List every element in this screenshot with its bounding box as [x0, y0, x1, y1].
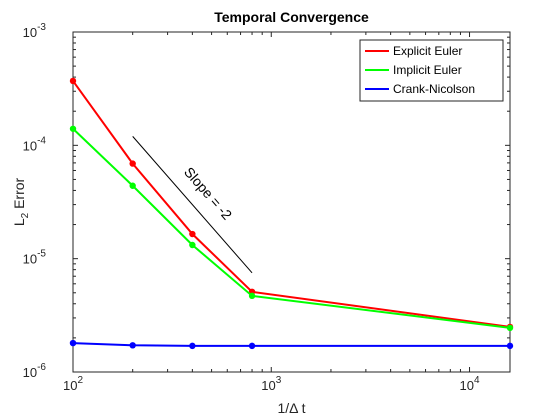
y-tick-label: 10-5 [23, 249, 47, 267]
chart-title: Temporal Convergence [214, 9, 369, 25]
x-tick-label: 103 [261, 375, 281, 393]
axis-ticks: 102 103 104 10-6 10-5 10-4 10-3 [23, 22, 510, 393]
y-tick-label: 10-3 [23, 22, 47, 40]
legend-label: Implicit Euler [393, 63, 462, 77]
y-axis-label: L2 Error [11, 177, 31, 226]
x-tick-label: 104 [460, 375, 480, 393]
y-axis-label-sub: 2 [20, 212, 31, 218]
data-point [189, 342, 196, 350]
data-point [248, 292, 256, 300]
legend-label: Crank-Nicolson [393, 82, 475, 96]
y-tick-label: 10-4 [23, 135, 47, 153]
x-axis-label: 1/Δ t [277, 400, 305, 416]
data-point [69, 125, 77, 132]
data-point [69, 339, 77, 347]
series-crank-nicolson [69, 339, 514, 350]
x-tick-label: 102 [63, 375, 83, 393]
data-point [129, 182, 136, 189]
legend: Explicit Euler Implicit Euler Crank-Nicols… [359, 39, 504, 102]
series-layer [69, 77, 514, 350]
y-axis-label-rest: Error [11, 177, 27, 212]
series-implicit-euler [69, 125, 514, 332]
data-point [189, 230, 196, 238]
data-point [248, 342, 256, 350]
legend-label: Explicit Euler [393, 44, 462, 58]
data-point [129, 160, 136, 167]
y-axis-label-main: L [11, 218, 27, 226]
data-point [506, 342, 514, 350]
slope-reference-line [132, 136, 253, 274]
data-point [189, 241, 196, 249]
data-point [69, 77, 77, 85]
data-point [129, 342, 136, 349]
y-tick-label: 10-6 [23, 362, 47, 380]
data-point [506, 324, 514, 332]
